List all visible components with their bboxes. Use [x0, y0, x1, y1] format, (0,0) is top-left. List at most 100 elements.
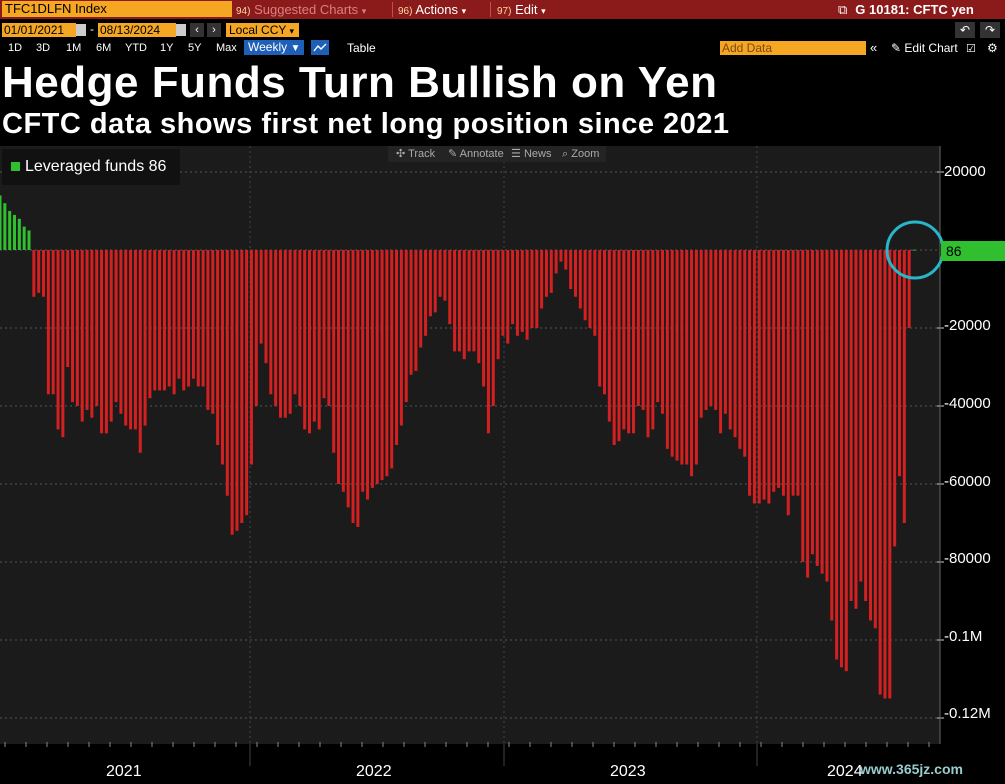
chart-bar — [230, 250, 234, 535]
period-5y[interactable]: 5Y — [188, 42, 202, 54]
chart-svg — [0, 146, 945, 766]
chart-bar — [888, 250, 892, 699]
chart-bar — [777, 250, 781, 488]
chart-bar — [109, 250, 113, 422]
chart-bar — [32, 250, 36, 297]
chart-bar — [85, 250, 89, 410]
window-title-text: G 10181: CFTC yen — [855, 2, 974, 17]
edit-chart-button[interactable]: ✎ Edit Chart — [891, 41, 958, 55]
period-1d[interactable]: 1D — [8, 42, 23, 54]
calendar-icon[interactable] — [176, 24, 186, 36]
chart-bar — [269, 250, 273, 395]
edit-button[interactable]: 97) Edit ▾ — [497, 0, 546, 19]
chart-bar — [22, 226, 26, 250]
zoom-button[interactable]: ⌕ Zoom — [562, 147, 599, 161]
chart-bar — [404, 250, 408, 403]
chart-bar — [680, 250, 684, 465]
chart-bar — [728, 250, 732, 430]
chart-bar — [66, 250, 70, 367]
line-chart-icon[interactable] — [311, 40, 329, 55]
chart-bar — [366, 250, 370, 500]
chart-bar — [772, 250, 776, 492]
chart-bar — [438, 250, 442, 297]
annotation-icon[interactable]: ☑ — [966, 43, 976, 55]
chart-bar — [835, 250, 839, 660]
chart-bar — [158, 250, 162, 391]
chart-bar — [80, 250, 84, 422]
export-icon[interactable]: ⧉ — [838, 2, 848, 17]
chart-bar — [457, 250, 461, 352]
chevron-down-icon: ▾ — [461, 6, 467, 16]
chart-bar — [182, 250, 186, 391]
period-max[interactable]: Max — [216, 42, 237, 54]
chevron-right-icon[interactable]: › — [207, 23, 221, 37]
frequency-value: Weekly — [248, 40, 288, 54]
chart-bar — [191, 250, 195, 379]
edit-label: Edit — [515, 2, 538, 17]
redo-icon[interactable]: ↷ — [980, 22, 1000, 38]
ticker-input[interactable]: TFC1DLFN Index — [2, 1, 232, 17]
chart-bar — [646, 250, 650, 438]
y-tick-label: -60000 — [944, 473, 991, 490]
chart-bar — [844, 250, 848, 672]
chart-bar — [312, 250, 316, 422]
track-button[interactable]: ✣ Track — [396, 147, 435, 161]
legend-swatch — [11, 162, 20, 171]
gear-icon[interactable]: ⚙ — [987, 41, 998, 55]
chart-bar — [71, 250, 75, 403]
period-ytd[interactable]: YTD — [125, 42, 147, 54]
chart-bar — [486, 250, 490, 434]
chart-bar — [133, 250, 137, 430]
chart-bar — [249, 250, 253, 465]
chart-bar — [622, 250, 626, 430]
chart-bar — [13, 214, 17, 250]
chart-bar — [525, 250, 529, 340]
crosshair-icon: ✣ — [396, 148, 406, 160]
chart-bar — [46, 250, 50, 395]
chart-bar — [501, 250, 505, 336]
chart-bar — [612, 250, 616, 445]
period-3d[interactable]: 3D — [36, 42, 51, 54]
table-button[interactable]: Table — [347, 41, 376, 55]
suggested-charts-number: 94) — [236, 6, 251, 17]
chart-bar — [636, 250, 640, 406]
chart-bar — [602, 250, 606, 395]
chart-bar — [854, 250, 858, 609]
x-tick-label: 2021 — [106, 763, 142, 780]
chart-bar — [796, 250, 800, 496]
chevron-left-icon[interactable]: ‹ — [190, 23, 204, 37]
chart-bar — [399, 250, 403, 426]
toolbar-divider — [490, 2, 491, 17]
chart-bar — [559, 250, 563, 262]
collapse-icon[interactable]: « — [870, 40, 878, 55]
news-button[interactable]: ☰ News — [511, 147, 551, 161]
chart-bar — [733, 250, 737, 438]
legend[interactable] — [2, 149, 180, 185]
period-6m[interactable]: 6M — [96, 42, 112, 54]
period-1m[interactable]: 1M — [66, 42, 82, 54]
annotate-button[interactable]: ✎ Annotate — [448, 147, 504, 161]
currency-select[interactable]: Local CCY ▾ — [226, 23, 299, 37]
chart-bar — [617, 250, 621, 442]
chart-bar — [554, 250, 558, 274]
news-label: News — [523, 148, 552, 160]
chart-bar — [593, 250, 597, 336]
suggested-charts-button[interactable]: 94) Suggested Charts ▾ — [236, 0, 366, 19]
frequency-select[interactable]: Weekly ▼ — [244, 40, 304, 55]
actions-button[interactable]: 96) Actions ▾ — [398, 0, 466, 19]
x-tick-label: 2022 — [356, 763, 392, 780]
end-date-input[interactable]: 08/13/2024 — [98, 23, 176, 37]
undo-icon[interactable]: ↶ — [955, 22, 975, 38]
start-date-input[interactable]: 01/01/2021 — [2, 23, 76, 37]
chart-bar — [196, 250, 200, 387]
chart-bar — [496, 250, 500, 360]
chart-bar — [462, 250, 466, 360]
chart-bar — [201, 250, 205, 387]
period-1y[interactable]: 1Y — [160, 42, 174, 54]
chart-bar — [327, 250, 331, 406]
add-data-input[interactable]: Add Data — [720, 41, 866, 55]
calendar-icon[interactable] — [76, 24, 86, 36]
chart-bar — [90, 250, 94, 418]
chart-bar — [878, 250, 882, 695]
chart-bar — [385, 250, 389, 477]
